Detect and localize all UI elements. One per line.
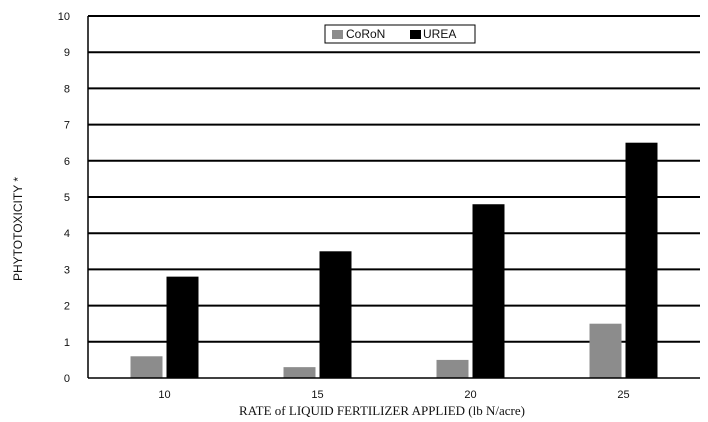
x-tick-label: 25 <box>617 389 629 401</box>
y-tick-label: 0 <box>64 373 70 385</box>
bar-urea-20 <box>472 204 505 378</box>
bars <box>130 142 658 378</box>
legend-label-coron: CoRoN <box>346 27 385 41</box>
bar-urea-25 <box>625 142 658 378</box>
bar-coron-20 <box>436 359 469 378</box>
y-tick-label: 8 <box>64 83 70 95</box>
x-axis-label: RATE of LIQUID FERTILIZER APPLIED (lb N/… <box>239 403 525 418</box>
legend-label-urea: UREA <box>423 27 456 41</box>
bar-coron-10 <box>130 356 163 378</box>
y-axis-label: PHYTOTOXICITY * <box>11 177 25 281</box>
x-tick-label: 15 <box>311 389 323 401</box>
bar-urea-15 <box>319 251 352 378</box>
legend-box <box>324 24 476 44</box>
y-tick-label: 2 <box>64 301 70 313</box>
x-tick-label: 20 <box>464 389 476 401</box>
x-tick-label: 10 <box>158 389 170 401</box>
y-tick-label: 10 <box>58 11 70 23</box>
y-tick-labels: 0 1 2 3 4 5 6 7 8 9 10 <box>58 11 70 385</box>
bar-coron-25 <box>589 323 622 378</box>
y-tick-label: 4 <box>64 228 70 240</box>
y-tick-label: 1 <box>64 337 70 349</box>
axes <box>87 16 700 379</box>
y-tick-label: 5 <box>64 192 70 204</box>
x-tick-labels: 10 15 20 25 <box>158 389 629 401</box>
y-tick-label: 7 <box>64 120 70 132</box>
legend-swatch-coron <box>332 30 343 39</box>
legend-swatch-urea <box>410 30 421 39</box>
bar-coron-15 <box>283 367 316 378</box>
y-tick-label: 3 <box>64 264 70 276</box>
y-tick-label: 9 <box>64 47 70 59</box>
bar-urea-10 <box>166 276 199 378</box>
legend: CoRoN UREA <box>324 24 476 44</box>
y-tick-label: 6 <box>64 156 70 168</box>
